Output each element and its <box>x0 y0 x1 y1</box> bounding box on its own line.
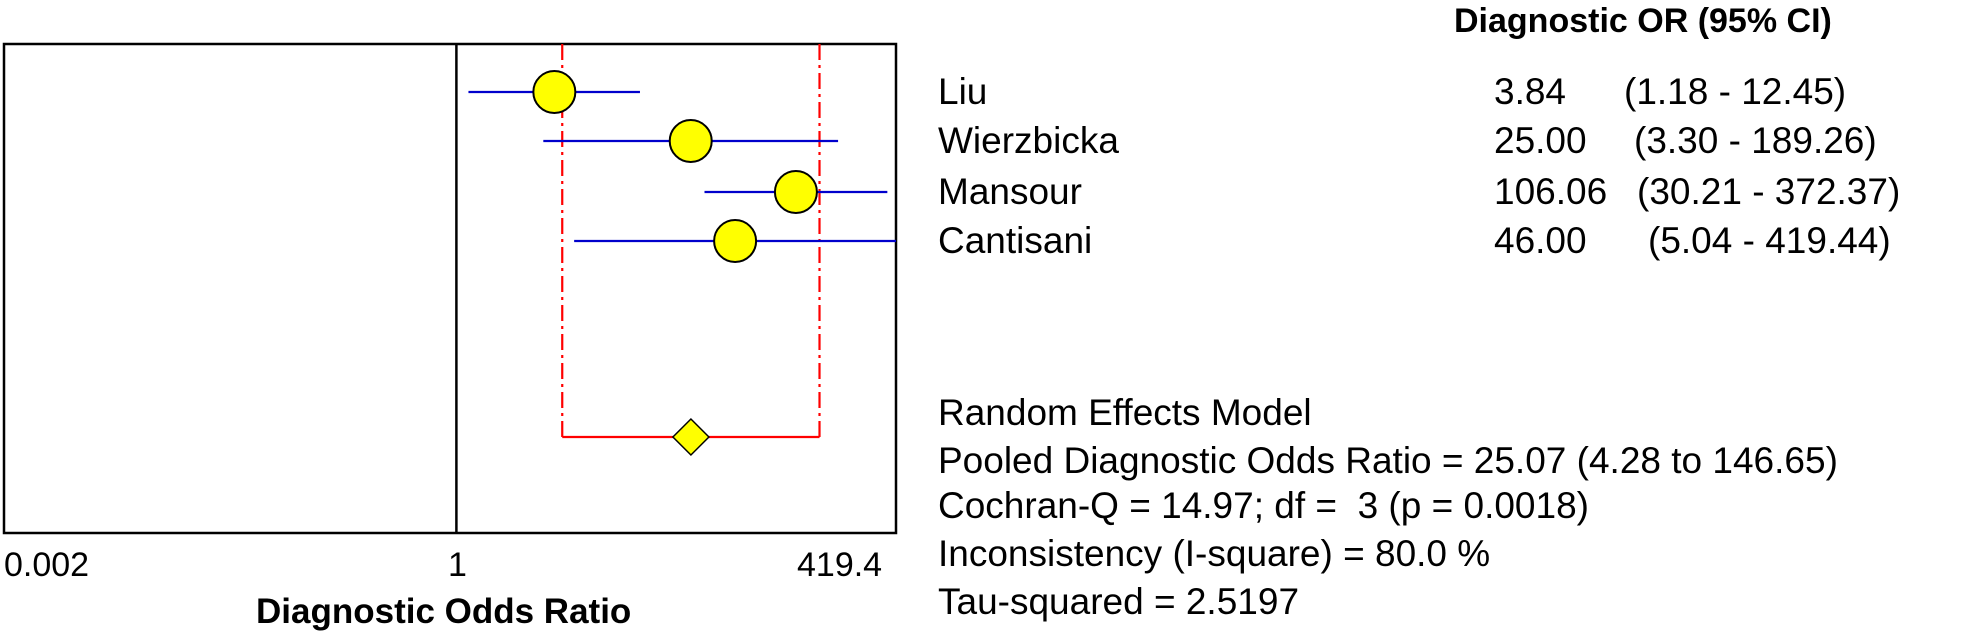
column-header: Diagnostic OR (95% CI) <box>1454 2 1832 40</box>
study-ci: (30.21 - 372.37) <box>1637 171 1901 212</box>
summary-line: Random Effects Model <box>938 392 1312 433</box>
summary-line: Inconsistency (I-square) = 80.0 % <box>938 533 1491 574</box>
study-name: Wierzbicka <box>938 120 1119 161</box>
study-ci: (3.30 - 189.26) <box>1634 120 1877 161</box>
summary-line: Cochran-Q = 14.97; df = 3 (p = 0.0018) <box>938 485 1589 526</box>
summary-line: Pooled Diagnostic Odds Ratio = 25.07 (4.… <box>938 440 1838 481</box>
study-ci: (1.18 - 12.45) <box>1624 71 1847 112</box>
pooled-estimate <box>561 44 821 457</box>
study-marker <box>668 119 713 163</box>
study-marker <box>773 170 818 214</box>
pooled-diamond <box>671 417 710 457</box>
summary-line: Tau-squared = 2.5197 <box>938 581 1300 622</box>
study-name: Liu <box>938 71 988 112</box>
x-tick-label: 0.002 <box>4 546 90 584</box>
study-marker <box>713 219 758 263</box>
study-marker <box>532 70 577 114</box>
study-name: Mansour <box>938 171 1082 212</box>
x-axis-label: Diagnostic Odds Ratio <box>256 592 632 631</box>
study-name: Cantisani <box>938 220 1093 261</box>
study-or: 25.00 <box>1494 120 1587 161</box>
x-tick-label: 419.4 <box>797 546 883 584</box>
study-ci: (5.04 - 419.44) <box>1648 220 1891 261</box>
study-markers <box>468 70 896 263</box>
x-tick-label: 1 <box>448 546 467 584</box>
study-or: 106.06 <box>1494 171 1608 212</box>
study-or: 3.84 <box>1494 71 1567 112</box>
plot-frame <box>2 42 898 535</box>
study-or: 46.00 <box>1494 220 1587 261</box>
